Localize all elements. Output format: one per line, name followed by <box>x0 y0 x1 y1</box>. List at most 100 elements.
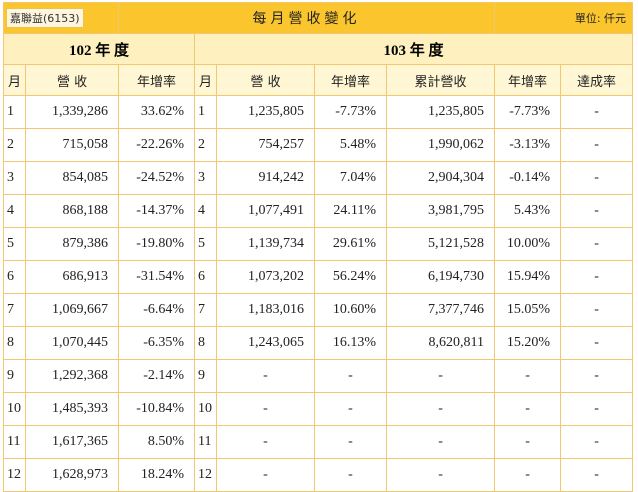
revenue-curr-cell: 1,183,016 <box>216 293 316 327</box>
month-curr-cell: 2 <box>194 128 218 162</box>
yoy-prev-cell: -2.14% <box>118 359 196 393</box>
month-curr-cell: 12 <box>194 458 218 492</box>
month-prev-cell: 5 <box>3 227 26 261</box>
col-header-yoy-prev: 年增率 <box>118 64 196 96</box>
month-curr-cell: 6 <box>194 260 218 294</box>
yoy-prev-cell: 18.24% <box>118 458 196 492</box>
col-header-revenue-prev: 營 收 <box>24 64 120 96</box>
month-prev-cell: 6 <box>3 260 26 294</box>
revenue-prev-cell: 715,058 <box>24 128 120 162</box>
month-curr-cell: 10 <box>194 392 218 426</box>
cumulative-yoy-cell: -0.14% <box>494 161 562 195</box>
revenue-prev-cell: 1,628,973 <box>24 458 120 492</box>
yoy-curr-cell: - <box>314 359 388 393</box>
yoy-curr-cell: 16.13% <box>314 326 388 360</box>
revenue-prev-cell: 1,617,365 <box>24 425 120 459</box>
month-prev-cell: 1 <box>3 95 26 129</box>
revenue-prev-cell: 686,913 <box>24 260 120 294</box>
col-header-revenue-curr: 營 收 <box>216 64 316 96</box>
table-row: 1 1,339,286 33.62% 1 1,235,805 -7.73% 1,235,80… <box>3 95 634 129</box>
year-header-row: 102 年 度 103 年 度 <box>2 33 634 65</box>
cumulative-cell: 3,981,795 <box>386 194 496 228</box>
cumulative-cell: 5,121,528 <box>386 227 496 261</box>
column-header-row: 月 營 收 年增率 月 營 收 年增率 累計營收 年增率 達成率 <box>3 64 634 96</box>
revenue-prev-cell: 1,339,286 <box>24 95 120 129</box>
achievement-cell: - <box>560 194 634 228</box>
month-prev-cell: 4 <box>3 194 26 228</box>
yoy-prev-cell: 33.62% <box>118 95 196 129</box>
month-curr-cell: 5 <box>194 227 218 261</box>
yoy-curr-cell: 10.60% <box>314 293 388 327</box>
month-curr-cell: 1 <box>194 95 218 129</box>
cumulative-yoy-cell: 5.43% <box>494 194 562 228</box>
cumulative-cell: 1,990,062 <box>386 128 496 162</box>
cumulative-yoy-cell: - <box>494 392 562 426</box>
month-curr-cell: 4 <box>194 194 218 228</box>
cumulative-cell: 2,904,304 <box>386 161 496 195</box>
achievement-cell: - <box>560 95 634 129</box>
col-header-yoy-curr: 年增率 <box>314 64 388 96</box>
revenue-curr-cell: 1,139,734 <box>216 227 316 261</box>
table-row: 8 1,070,445 -6.35% 8 1,243,065 16.13% 8,620,81… <box>3 326 634 360</box>
achievement-cell: - <box>560 128 634 162</box>
month-prev-cell: 9 <box>3 359 26 393</box>
year-prev-label: 102 年 度 <box>2 33 196 65</box>
cumulative-cell: - <box>386 425 496 459</box>
cumulative-yoy-cell: - <box>494 425 562 459</box>
col-header-cumulative: 累計營收 <box>386 64 496 96</box>
yoy-curr-cell: 7.04% <box>314 161 388 195</box>
month-curr-cell: 8 <box>194 326 218 360</box>
month-prev-cell: 11 <box>3 425 26 459</box>
yoy-curr-cell: - <box>314 425 388 459</box>
cumulative-yoy-cell: 15.05% <box>494 293 562 327</box>
month-prev-cell: 2 <box>3 128 26 162</box>
yoy-prev-cell: -31.54% <box>118 260 196 294</box>
cumulative-yoy-cell: -3.13% <box>494 128 562 162</box>
table-row: 9 1,292,368 -2.14% 9- - - - - <box>3 359 634 393</box>
revenue-curr-cell: - <box>216 359 316 393</box>
achievement-cell: - <box>560 260 634 294</box>
table-row: 5 879,386 -19.80% 5 1,139,734 29.61% 5,121,528… <box>3 227 634 261</box>
yoy-prev-cell: -6.64% <box>118 293 196 327</box>
yoy-prev-cell: -19.80% <box>118 227 196 261</box>
yoy-prev-cell: -14.37% <box>118 194 196 228</box>
table-row: 12 1,628,973 18.24% 12- - - - - <box>3 458 634 492</box>
revenue-curr-cell: 1,073,202 <box>216 260 316 294</box>
yoy-curr-cell: - <box>314 392 388 426</box>
year-curr-label: 103 年 度 <box>194 33 634 65</box>
revenue-prev-cell: 854,085 <box>24 161 120 195</box>
cumulative-cell: - <box>386 392 496 426</box>
revenue-curr-cell: 1,077,491 <box>216 194 316 228</box>
col-header-cumulative-yoy: 年增率 <box>494 64 562 96</box>
achievement-cell: - <box>560 425 634 459</box>
company-badge[interactable]: 嘉聯益(6153) <box>6 8 84 28</box>
yoy-prev-cell: -24.52% <box>118 161 196 195</box>
month-curr-cell: 11 <box>194 425 218 459</box>
revenue-curr-cell: - <box>216 458 316 492</box>
achievement-cell: - <box>560 392 634 426</box>
cumulative-yoy-cell: 15.20% <box>494 326 562 360</box>
revenue-prev-cell: 1,069,667 <box>24 293 120 327</box>
revenue-prev-cell: 868,188 <box>24 194 120 228</box>
cumulative-cell: - <box>386 458 496 492</box>
table-row: 7 1,069,667 -6.64% 7 1,183,016 10.60% 7,377,74… <box>3 293 634 327</box>
title-bar: 嘉聯益(6153) 每月營收變化 單位: 仟元 <box>2 2 634 34</box>
page-title: 每月營收變化 <box>118 2 496 34</box>
col-header-month-prev: 月 <box>3 64 26 96</box>
achievement-cell: - <box>560 326 634 360</box>
achievement-cell: - <box>560 359 634 393</box>
cumulative-yoy-cell: 15.94% <box>494 260 562 294</box>
month-prev-cell: 8 <box>3 326 26 360</box>
revenue-curr-cell: 914,242 <box>216 161 316 195</box>
month-curr-cell: 9 <box>194 359 218 393</box>
month-prev-cell: 7 <box>3 293 26 327</box>
cumulative-yoy-cell: - <box>494 359 562 393</box>
revenue-curr-cell: 754,257 <box>216 128 316 162</box>
cumulative-cell: 6,194,730 <box>386 260 496 294</box>
revenue-curr-cell: 1,235,805 <box>216 95 316 129</box>
table-row: 2 715,058 -22.26% 2 754,257 5.48% 1,990,062 -3.… <box>3 128 634 162</box>
yoy-prev-cell: -10.84% <box>118 392 196 426</box>
achievement-cell: - <box>560 458 634 492</box>
cumulative-cell: 8,620,811 <box>386 326 496 360</box>
